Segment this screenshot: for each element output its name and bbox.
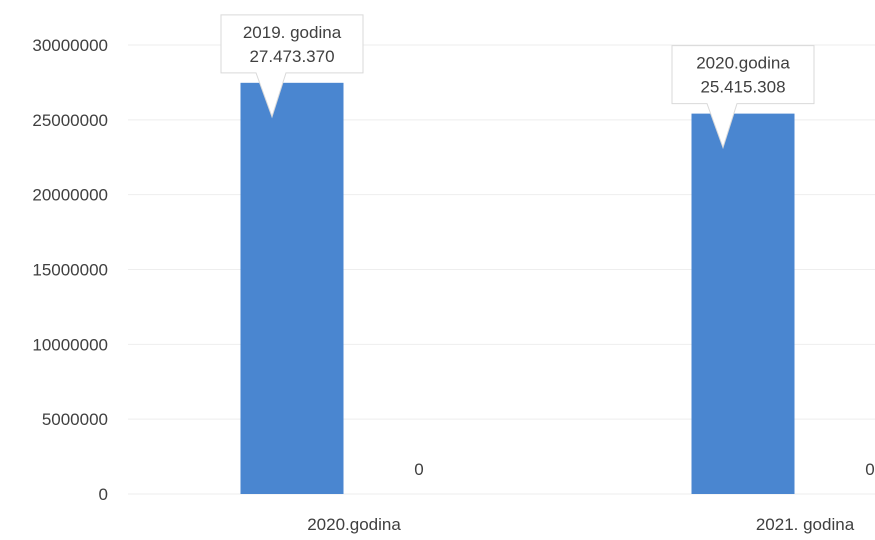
- callout-year: 2019. godina: [243, 23, 342, 42]
- callout-year: 2020.godina: [696, 54, 790, 73]
- y-tick-label: 10000000: [32, 335, 108, 354]
- data-label-zero: 0: [865, 460, 874, 479]
- y-tick-label: 0: [99, 485, 108, 504]
- callout-box: [671, 45, 815, 150]
- callout-box: [220, 14, 364, 119]
- y-axis-ticks: 0 5000000 10000000 15000000 20000000 25000000…: [32, 36, 108, 504]
- callout-value: 25.415.308: [700, 78, 785, 97]
- data-label-zero: 0: [414, 460, 423, 479]
- y-tick-label: 30000000: [32, 36, 108, 55]
- callout-value: 27.473.370: [249, 47, 334, 66]
- bar: [240, 82, 344, 494]
- x-axis-categories: 2020.godina 2021. godina: [307, 515, 854, 534]
- x-category-label: 2020.godina: [307, 515, 401, 534]
- bar: [691, 113, 795, 494]
- y-tick-label: 5000000: [42, 410, 108, 429]
- y-tick-label: 25000000: [32, 111, 108, 130]
- bars: [240, 82, 795, 494]
- callout: 2019. godina 27.473.370: [220, 14, 364, 119]
- x-category-label: 2021. godina: [756, 515, 855, 534]
- y-tick-label: 20000000: [32, 186, 108, 205]
- callout: 2020.godina 25.415.308: [671, 45, 815, 150]
- y-tick-label: 15000000: [32, 261, 108, 280]
- callouts: 2019. godina 27.473.370 2020.godina 25.415.…: [220, 14, 815, 150]
